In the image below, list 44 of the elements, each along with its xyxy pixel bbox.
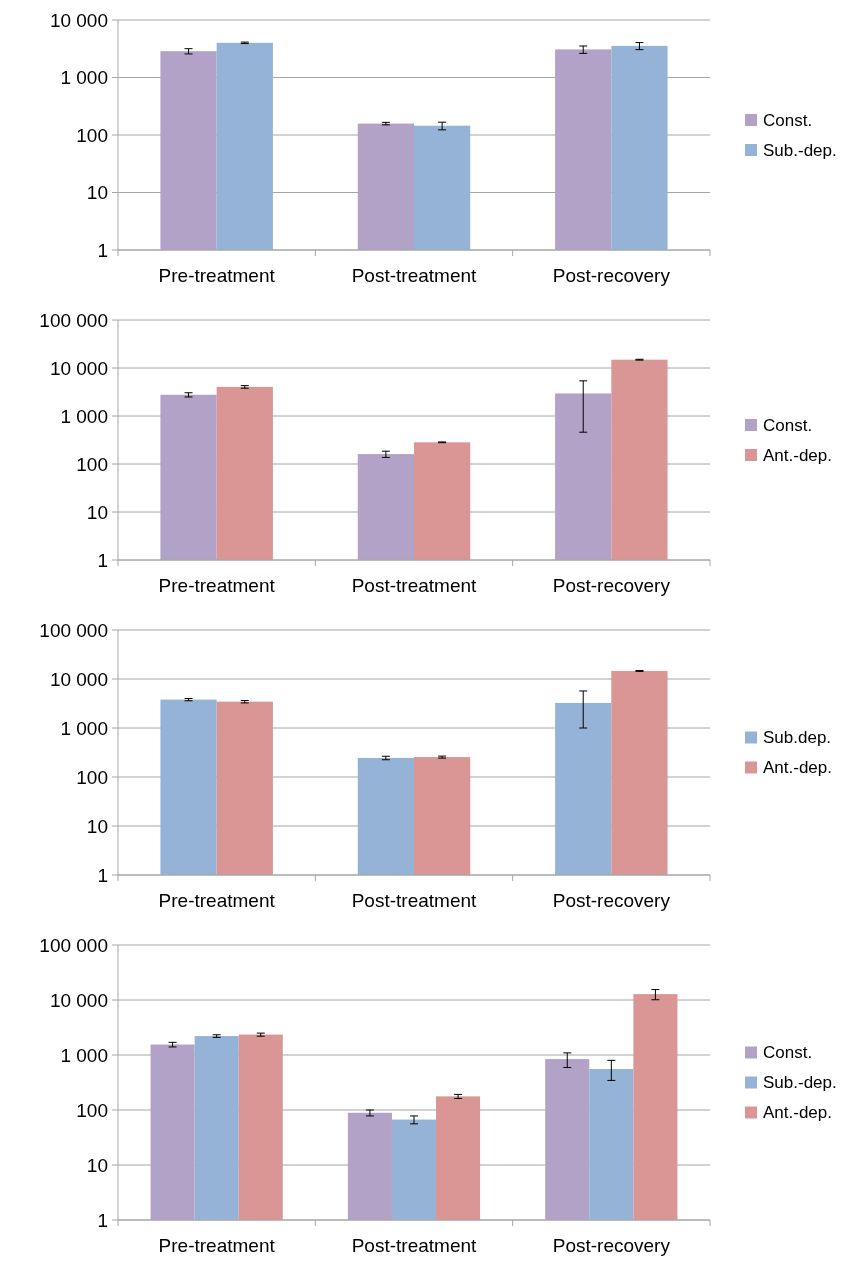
legend-label: Sub.dep.	[763, 728, 832, 748]
x-tick-label: Post-recovery	[552, 575, 671, 596]
y-tick-label: 100 000	[39, 619, 108, 641]
x-tick-label: Post-treatment	[351, 1235, 478, 1256]
x-tick-label: Post-treatment	[351, 575, 478, 596]
y-tick-label: 10	[86, 815, 108, 837]
y-tick-label: 10	[86, 1154, 108, 1176]
x-tick-label: Post-treatment	[351, 265, 478, 286]
legend-label: Ant.-dep.	[763, 758, 832, 778]
x-tick-label: Pre-treatment	[158, 575, 276, 596]
y-tick-label: 1 000	[60, 717, 108, 739]
y-tick-label: 1	[97, 1209, 108, 1231]
x-tick-label: Pre-treatment	[158, 1235, 276, 1256]
y-tick-label: 100	[76, 766, 108, 788]
y-tick-label: 1 000	[60, 67, 108, 89]
legend-label: Ant.-dep.	[763, 1103, 832, 1123]
x-tick-label: Post-recovery	[552, 1235, 671, 1256]
y-tick-label: 1	[97, 239, 108, 261]
legend-label: Const.	[763, 110, 813, 130]
legend-label: Ant.-dep.	[763, 445, 832, 465]
legend-label: Const.	[763, 415, 813, 435]
x-tick-label: Pre-treatment	[158, 890, 276, 911]
y-tick-label: 1 000	[60, 405, 108, 427]
x-tick-label: Post-treatment	[351, 890, 478, 911]
x-tick-label: Pre-treatment	[158, 265, 276, 286]
legend-label: Const.	[763, 1043, 813, 1063]
legend-label: Sub.-dep.	[763, 140, 837, 160]
y-tick-label: 100	[76, 124, 108, 146]
y-tick-label: 10 000	[49, 357, 108, 379]
y-tick-label: 10 000	[49, 989, 108, 1011]
y-tick-label: 100 000	[39, 309, 108, 331]
legend-label: Sub.-dep.	[763, 1073, 837, 1093]
y-tick-label: 100	[76, 1099, 108, 1121]
y-tick-label: 10 000	[49, 668, 108, 690]
y-tick-label: 1	[97, 864, 108, 886]
y-tick-label: 100 000	[39, 934, 108, 956]
y-tick-label: 1	[97, 549, 108, 571]
x-tick-label: Post-recovery	[552, 265, 671, 286]
x-tick-label: Post-recovery	[552, 890, 671, 911]
y-tick-label: 10 000	[49, 9, 108, 31]
y-tick-label: 100	[76, 453, 108, 475]
y-tick-label: 10	[86, 501, 108, 523]
y-tick-label: 1 000	[60, 1044, 108, 1066]
y-tick-label: 10	[86, 182, 108, 204]
